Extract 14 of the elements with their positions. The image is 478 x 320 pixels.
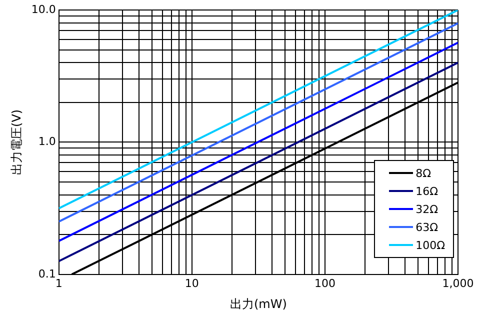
legend-label: 8Ω: [416, 166, 431, 180]
legend-label: 63Ω: [416, 220, 438, 234]
x-tick-label: 100: [314, 276, 336, 290]
y-axis-title: 出力電圧(V): [9, 109, 24, 175]
y-tick-label: 1.0: [38, 135, 56, 148]
legend-label: 100Ω: [416, 238, 445, 252]
y-tick-label: 0.1: [38, 267, 56, 280]
x-tick-label: 10: [184, 276, 199, 290]
x-tick-label: 1: [55, 276, 62, 290]
x-axis-title: 出力(mW): [230, 296, 287, 311]
legend-label: 32Ω: [416, 202, 438, 216]
legend-label: 16Ω: [416, 184, 438, 198]
x-tick-label: 1,000: [442, 276, 474, 290]
y-tick-label: 10.0: [31, 2, 56, 16]
